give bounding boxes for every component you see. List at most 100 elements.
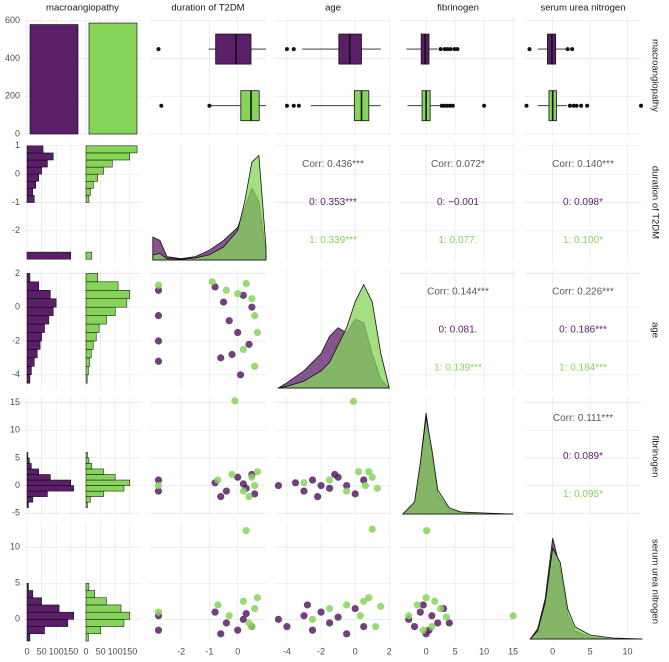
- x-tick-label: 0: [424, 646, 429, 656]
- histogram-bar: [85, 290, 131, 299]
- point: [360, 622, 368, 631]
- point: [253, 594, 262, 602]
- point: [217, 630, 225, 638]
- point: [372, 622, 380, 631]
- histogram-bar: [85, 315, 107, 325]
- histogram-bar: [26, 583, 29, 591]
- histogram-bar: [85, 496, 91, 503]
- correlation-text: Corr: 0.436***: [302, 159, 364, 170]
- point: [225, 612, 233, 620]
- point: [231, 397, 239, 405]
- histogram-bar: [85, 323, 100, 333]
- point: [211, 608, 219, 616]
- outlier: [284, 103, 289, 108]
- point: [308, 615, 317, 623]
- histogram-bar: [26, 468, 39, 475]
- point: [422, 594, 430, 602]
- correlation-text: 0: −0.001: [437, 197, 479, 208]
- histogram-bar: [85, 604, 122, 613]
- x-tick-label: 150: [122, 646, 137, 656]
- correlation-text: 1: 0.095*: [563, 489, 603, 500]
- point: [242, 527, 250, 535]
- histogram-bar: [85, 583, 90, 591]
- point: [317, 608, 325, 616]
- point: [303, 601, 312, 609]
- point: [242, 279, 250, 288]
- histogram-bar: [26, 374, 31, 384]
- histogram-bar: [85, 306, 116, 316]
- x-tick-label: 10: [479, 646, 489, 656]
- correlation-text: 0: 0.353***: [309, 197, 357, 208]
- point: [325, 619, 334, 627]
- point: [419, 601, 427, 609]
- point: [331, 470, 339, 479]
- point: [251, 604, 259, 613]
- density-area: [278, 283, 390, 389]
- point: [251, 312, 259, 320]
- correlation-text: 1: 0.077.: [439, 235, 478, 246]
- histogram-bar: [26, 633, 31, 642]
- histogram-bar: [26, 463, 32, 470]
- density-area: [529, 546, 643, 640]
- column-label: serum urea nitrogen: [540, 3, 625, 14]
- histogram-bar: [85, 195, 90, 203]
- histogram-bar: [26, 619, 69, 627]
- outlier: [296, 103, 301, 108]
- row-label: age: [649, 322, 660, 338]
- bar: [88, 22, 138, 135]
- histogram-bar: [85, 332, 97, 342]
- point: [291, 479, 300, 487]
- point: [222, 619, 230, 627]
- histogram-bar: [26, 611, 74, 620]
- histogram-bar: [85, 188, 91, 196]
- point: [217, 493, 225, 501]
- outlier: [571, 103, 576, 108]
- point: [283, 622, 291, 631]
- outlier: [450, 103, 455, 108]
- histogram-bar: [26, 597, 42, 606]
- point: [234, 290, 242, 298]
- histogram-bar: [85, 501, 88, 508]
- histogram-bar: [85, 374, 88, 384]
- y-tick-label: 0: [15, 128, 20, 138]
- histogram-bar: [85, 181, 94, 189]
- histogram-bar: [26, 357, 35, 367]
- histogram-bar: [26, 181, 37, 189]
- point: [317, 481, 325, 490]
- correlation-text: Corr: 0.111***: [553, 413, 613, 424]
- outlier: [444, 103, 449, 108]
- histogram-bar: [85, 452, 88, 459]
- histogram-bar: [26, 315, 50, 325]
- outlier: [291, 47, 296, 52]
- x-tick-label: 50: [96, 646, 106, 656]
- outlier: [482, 103, 487, 108]
- histogram-bar: [26, 485, 74, 492]
- point: [154, 487, 163, 495]
- histogram-bar: [26, 457, 30, 464]
- x-tick-label: 0: [235, 646, 240, 656]
- point: [242, 609, 250, 618]
- histogram-bar: [26, 479, 72, 486]
- point: [365, 468, 373, 476]
- x-tick-label: 0: [24, 646, 29, 656]
- point: [300, 479, 308, 487]
- histogram-bar: [85, 152, 131, 161]
- histogram-bar: [85, 611, 131, 620]
- point: [251, 362, 259, 370]
- point: [368, 473, 376, 481]
- point: [343, 481, 351, 490]
- point: [154, 476, 163, 484]
- outlier: [567, 103, 572, 108]
- histogram-bar: [26, 152, 54, 161]
- x-tick-label: 2: [387, 646, 392, 656]
- y-tick-label: -2: [12, 335, 20, 345]
- histogram-bar: [26, 323, 45, 333]
- point: [343, 630, 351, 638]
- correlation-text: 0: 0.089*: [563, 451, 603, 462]
- point: [325, 484, 334, 492]
- point: [351, 604, 359, 613]
- histogram-bar: [26, 626, 45, 635]
- y-tick-label: 2: [15, 268, 20, 278]
- point: [236, 371, 245, 379]
- point: [377, 602, 385, 610]
